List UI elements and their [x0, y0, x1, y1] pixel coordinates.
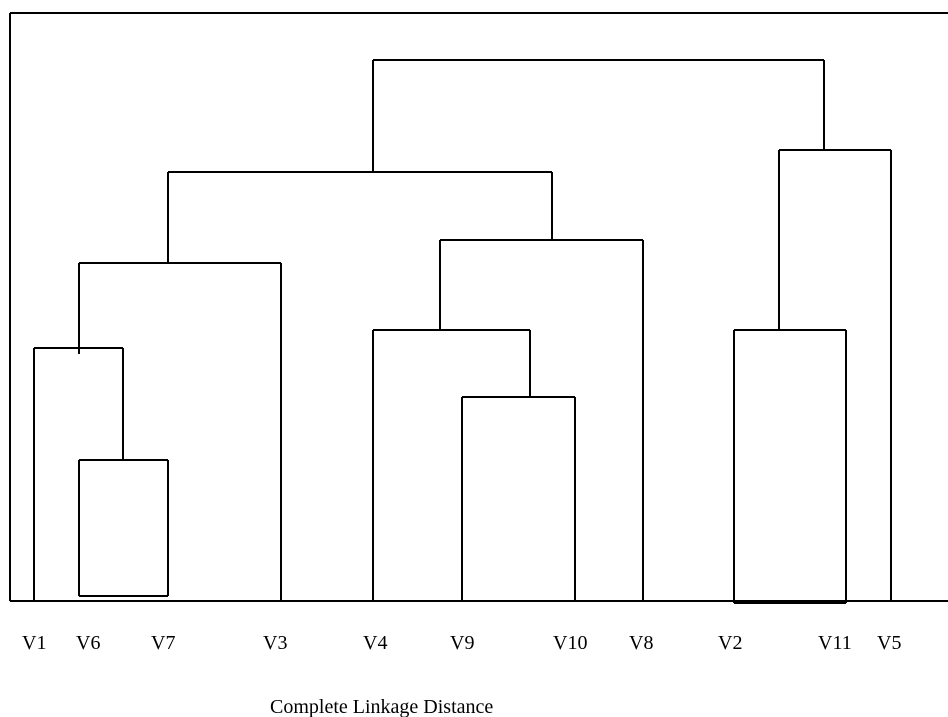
caption: Complete Linkage Distance [270, 696, 493, 717]
leaf-label-v5: V5 [877, 632, 901, 654]
leaf-label-v1: V1 [22, 632, 46, 654]
leaf-label-v10: V10 [553, 632, 587, 654]
leaf-label-v6: V6 [76, 632, 100, 654]
leaf-label-v8: V8 [629, 632, 653, 654]
leaf-label-v11: V11 [818, 632, 852, 654]
dendrogram-branches [33, 59, 892, 604]
leaf-label-v7: V7 [151, 632, 175, 654]
leaf-labels: V1 V6 V7 V3 V4 V9 V10 V8 V2 V11 V5 [22, 632, 901, 654]
leaf-label-v2: V2 [718, 632, 742, 654]
leaf-label-v3: V3 [263, 632, 287, 654]
plot-frame [9, 12, 948, 602]
leaf-label-v9: V9 [450, 632, 474, 654]
leaf-label-v4: V4 [363, 632, 387, 654]
